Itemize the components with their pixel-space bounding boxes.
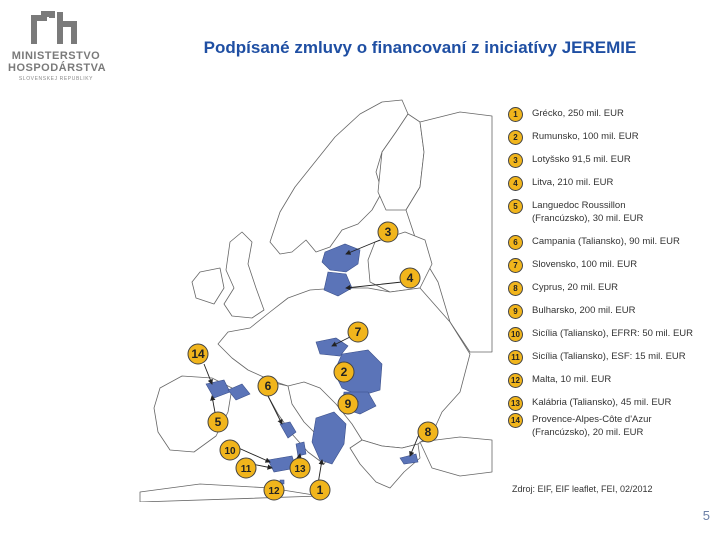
legend-label: Grécko, 250 mil. EUR bbox=[532, 108, 624, 119]
legend-badge: 5 bbox=[508, 199, 523, 214]
legend-label: Malta, 10 mil. EUR bbox=[532, 374, 612, 385]
svg-text:5: 5 bbox=[215, 415, 222, 429]
legend-label: Campania (Taliansko), 90 mil. EUR bbox=[532, 236, 680, 247]
logo-text-line1: MINISTERSTVO bbox=[11, 50, 101, 62]
map-north-africa bbox=[139, 483, 321, 502]
legend-label: Languedoc Roussillon bbox=[532, 200, 626, 211]
legend-badge: 3 bbox=[508, 153, 523, 168]
legend-label: Slovensko, 100 mil. EUR bbox=[532, 259, 638, 270]
legend-badge: 4 bbox=[508, 176, 523, 191]
svg-text:14: 14 bbox=[191, 347, 205, 361]
map-badge-7: 7 bbox=[347, 321, 369, 343]
svg-text:1: 1 bbox=[317, 483, 324, 497]
map-badge-8: 8 bbox=[417, 421, 439, 443]
map-badge-3: 3 bbox=[377, 221, 399, 243]
ministry-logo: MINISTERSTVO HOSPODÁRSTVA SLOVENSKEJ REP… bbox=[8, 8, 107, 88]
svg-text:12: 12 bbox=[268, 486, 280, 497]
legend-label: Bulharsko, 200 mil. EUR bbox=[532, 305, 636, 316]
logo-text-line2: HOSPODÁRSTVA bbox=[8, 62, 107, 74]
map-badge-14: 14 bbox=[187, 343, 209, 365]
legend-label-line2: (Francúzsko), 30 mil. EUR bbox=[532, 213, 644, 224]
svg-text:10: 10 bbox=[224, 446, 236, 457]
svg-text:9: 9 bbox=[345, 397, 352, 411]
map-badge-1: 1 bbox=[309, 479, 331, 501]
map-great-britain bbox=[223, 231, 265, 319]
legend-badge: 13 bbox=[508, 396, 523, 411]
region-calabria bbox=[295, 441, 307, 457]
region-greece bbox=[311, 411, 347, 465]
legend-badge: 7 bbox=[508, 258, 523, 273]
map-badge-4: 4 bbox=[399, 267, 421, 289]
map-ireland bbox=[191, 267, 225, 305]
page-title: Podpísané zmluvy o financovaní z iniciat… bbox=[203, 38, 637, 57]
legend-badge: 6 bbox=[508, 235, 523, 250]
legend-badge: 2 bbox=[508, 130, 523, 145]
svg-text:8: 8 bbox=[425, 425, 432, 439]
legend-label: Sicília (Taliansko), EFRR: 50 mil. EUR bbox=[532, 328, 694, 339]
svg-text:7: 7 bbox=[355, 325, 362, 339]
svg-text:4: 4 bbox=[407, 271, 414, 285]
source-note: Zdroj: EIF, EIF leaflet, FEI, 02/2012 bbox=[512, 484, 653, 494]
svg-text:13: 13 bbox=[294, 464, 306, 475]
legend-badge: 1 bbox=[508, 107, 523, 122]
legend-label: Provence-Alpes-Côte d'Azur bbox=[532, 414, 652, 425]
ministry-emblem-icon bbox=[31, 11, 77, 44]
logo-text-line3: SLOVENSKEJ REPUBLIKY bbox=[18, 76, 94, 82]
legend-badge: 8 bbox=[508, 281, 523, 296]
svg-text:3: 3 bbox=[385, 225, 392, 239]
legend-badge: 10 bbox=[508, 327, 523, 342]
legend-badge: 9 bbox=[508, 304, 523, 319]
legend-label: Cyprus, 20 mil. EUR bbox=[532, 282, 619, 293]
map-badge-2: 2 bbox=[333, 361, 355, 383]
map-turkey bbox=[419, 436, 493, 477]
map-badge-6: 6 bbox=[257, 375, 279, 397]
map-russia bbox=[405, 111, 493, 353]
legend-badge: 12 bbox=[508, 373, 523, 388]
legend-badge: 14 bbox=[508, 413, 523, 428]
map-balkans bbox=[349, 439, 421, 489]
region-lithuania bbox=[323, 271, 353, 297]
map-badge-13: 13 bbox=[289, 457, 311, 479]
legend-badge: 11 bbox=[508, 350, 523, 365]
europe-map: 3 4 7 14 2 6 9 5 8 10 11 13 12 1 bbox=[139, 99, 493, 502]
map-badge-9: 9 bbox=[337, 393, 359, 415]
legend-label: Litva, 210 mil. EUR bbox=[532, 177, 614, 188]
map-badge-10: 10 bbox=[219, 439, 241, 461]
legend-label: Rumunsko, 100 mil. EUR bbox=[532, 131, 639, 142]
svg-text:6: 6 bbox=[265, 379, 272, 393]
legend-label: Kalábria (Taliansko), 45 mil. EUR bbox=[532, 397, 672, 408]
map-badge-5: 5 bbox=[207, 411, 229, 433]
legend-label: Sicília (Taliansko), ESF: 15 mil. EUR bbox=[532, 351, 686, 362]
page-number: 5 bbox=[702, 508, 710, 523]
map-scandinavia bbox=[269, 99, 409, 255]
map-badge-11: 11 bbox=[235, 457, 257, 479]
legend-label: Lotyšsko 91,5 mil. EUR bbox=[532, 154, 631, 165]
region-paca bbox=[227, 383, 251, 401]
legend-label-line2: (Francúzsko), 20 mil. EUR bbox=[532, 427, 644, 438]
svg-text:2: 2 bbox=[341, 365, 348, 379]
svg-text:11: 11 bbox=[241, 464, 252, 475]
map-badge-12: 12 bbox=[263, 479, 285, 501]
region-campania bbox=[279, 421, 297, 439]
